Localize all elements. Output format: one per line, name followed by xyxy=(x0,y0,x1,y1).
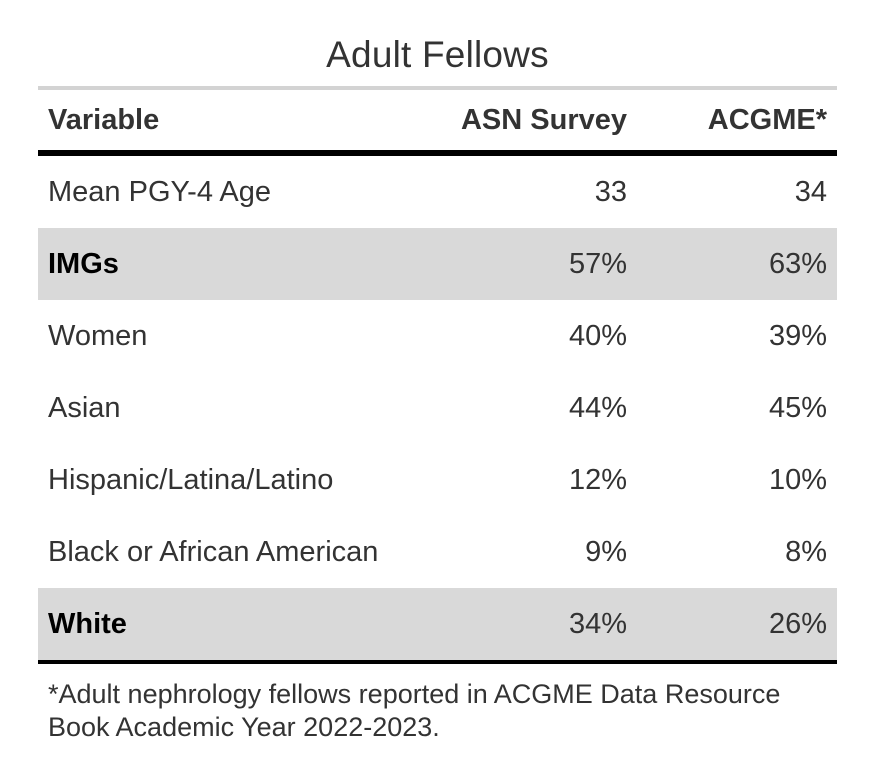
table-row: Asian 44% 45% xyxy=(38,372,837,444)
table-container: Adult Fellows Variable ASN Survey ACGME*… xyxy=(38,0,837,744)
row-asn-value: 44% xyxy=(568,391,627,424)
row-asn-value: 9% xyxy=(585,535,627,568)
row-variable: Black or African American xyxy=(48,535,379,568)
bottom-rule xyxy=(38,660,837,664)
row-variable: Asian xyxy=(48,391,121,424)
row-variable: Women xyxy=(48,319,148,352)
table-row: Hispanic/Latina/Latino 12% 10% xyxy=(38,444,837,516)
column-header-variable: Variable xyxy=(48,103,160,136)
row-acgme-value: 34 xyxy=(794,175,827,208)
row-asn-value: 40% xyxy=(568,319,627,352)
row-acgme-value: 39% xyxy=(768,319,827,352)
header-rule xyxy=(38,150,837,156)
row-asn-value: 33 xyxy=(594,175,627,208)
row-acgme-value: 10% xyxy=(768,463,827,496)
data-table: Variable ASN Survey ACGME* Mean PGY-4 Ag… xyxy=(38,90,837,660)
row-asn-value: 57% xyxy=(427,228,637,300)
row-variable: White xyxy=(38,588,427,660)
column-header-asn-survey: ASN Survey xyxy=(460,103,627,136)
top-rule xyxy=(38,86,837,90)
table-row: Mean PGY-4 Age 33 34 xyxy=(38,156,837,228)
row-variable: IMGs xyxy=(38,228,427,300)
row-variable: Mean PGY-4 Age xyxy=(48,175,272,208)
table-footnote: *Adult nephrology fellows reported in AC… xyxy=(48,679,781,742)
row-asn-value: 34% xyxy=(427,588,637,660)
table-header: Variable ASN Survey ACGME* xyxy=(38,90,837,156)
row-acgme-value: 8% xyxy=(785,535,827,568)
row-acgme-value: 45% xyxy=(768,391,827,424)
row-acgme-value: 63% xyxy=(637,228,837,300)
row-variable: Hispanic/Latina/Latino xyxy=(48,463,334,496)
row-acgme-value: 26% xyxy=(637,588,837,660)
column-header-acgme: ACGME* xyxy=(707,103,827,136)
table-row: Women 40% 39% xyxy=(38,300,837,372)
table-row: IMGs 57% 63% xyxy=(38,228,837,300)
table-title: Adult Fellows xyxy=(326,34,549,75)
table-row: White 34% 26% xyxy=(38,588,837,660)
table-row: Black or African American 9% 8% xyxy=(38,516,837,588)
table-body: Mean PGY-4 Age 33 34 IMGs 57% 63% Women … xyxy=(38,156,837,660)
row-asn-value: 12% xyxy=(568,463,627,496)
